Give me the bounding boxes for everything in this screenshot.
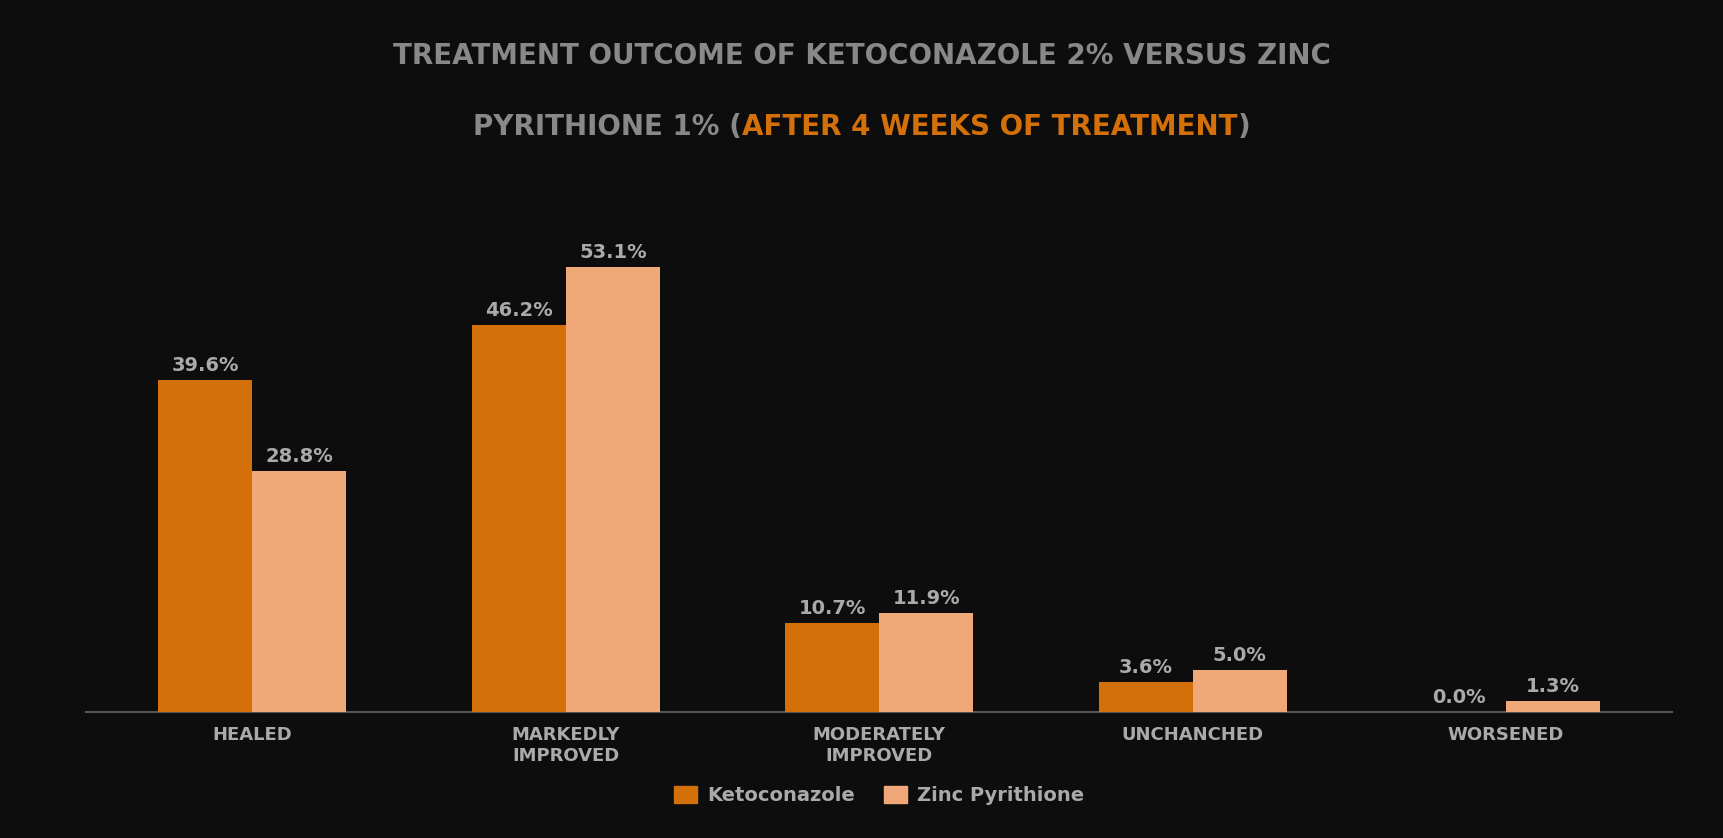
Text: 0.0%: 0.0% xyxy=(1432,688,1485,707)
Text: 3.6%: 3.6% xyxy=(1118,658,1172,677)
Legend: Ketoconazole, Zinc Pyrithione: Ketoconazole, Zinc Pyrithione xyxy=(667,779,1091,813)
Text: PYRITHIONE 1% (: PYRITHIONE 1% ( xyxy=(474,113,743,141)
Bar xyxy=(252,471,346,712)
Bar xyxy=(1506,701,1599,712)
Text: 10.7%: 10.7% xyxy=(798,598,865,618)
Text: 53.1%: 53.1% xyxy=(579,243,646,262)
Text: 1.3%: 1.3% xyxy=(1525,677,1580,696)
Bar xyxy=(879,613,973,712)
Bar xyxy=(565,267,660,712)
Bar xyxy=(1098,682,1192,712)
Bar xyxy=(784,623,879,712)
Bar xyxy=(1192,670,1285,712)
Text: 11.9%: 11.9% xyxy=(893,588,960,608)
Bar xyxy=(472,325,565,712)
Bar xyxy=(159,380,252,712)
Text: 39.6%: 39.6% xyxy=(172,356,239,375)
Text: 46.2%: 46.2% xyxy=(484,301,553,320)
Text: TREATMENT OUTCOME OF KETOCONAZOLE 2% VERSUS ZINC: TREATMENT OUTCOME OF KETOCONAZOLE 2% VER… xyxy=(393,42,1330,70)
Text: ): ) xyxy=(1237,113,1249,141)
Text: 5.0%: 5.0% xyxy=(1211,646,1266,665)
Text: AFTER 4 WEEKS OF TREATMENT: AFTER 4 WEEKS OF TREATMENT xyxy=(743,113,1237,141)
Text: 28.8%: 28.8% xyxy=(265,447,333,466)
